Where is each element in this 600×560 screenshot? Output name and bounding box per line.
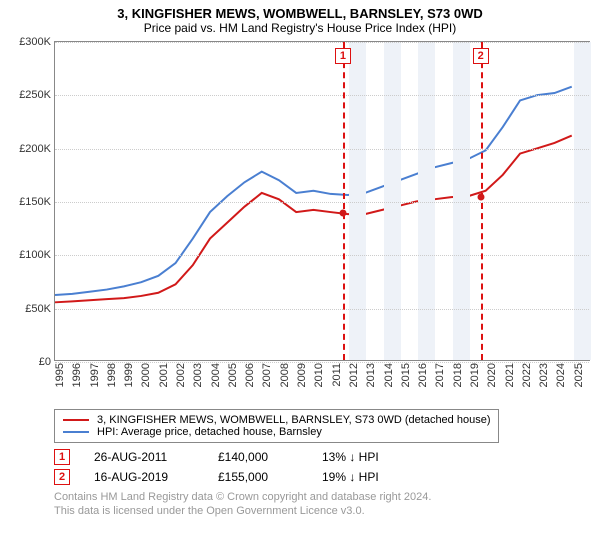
- footer: Contains HM Land Registry data © Crown c…: [54, 491, 590, 519]
- footer-line: This data is licensed under the Open Gov…: [54, 505, 590, 519]
- sale-marker-icon: 2: [54, 469, 70, 485]
- chart-subtitle: Price paid vs. HM Land Registry's House …: [10, 21, 590, 35]
- sale-row: 1 26-AUG-2011 £140,000 13% ↓ HPI: [54, 449, 590, 465]
- chart-title: 3, KINGFISHER MEWS, WOMBWELL, BARNSLEY, …: [10, 6, 590, 21]
- x-axis-labels: 1995199619971998199920002001200220032004…: [54, 361, 590, 401]
- sale-marker-icon: 1: [54, 449, 70, 465]
- chart-container: 3, KINGFISHER MEWS, WOMBWELL, BARNSLEY, …: [0, 0, 600, 560]
- sale-price: £155,000: [218, 470, 298, 484]
- legend-label-hpi: HPI: Average price, detached house, Barn…: [97, 426, 322, 438]
- legend-swatch-hpi: [63, 431, 89, 433]
- legend-row: 3, KINGFISHER MEWS, WOMBWELL, BARNSLEY, …: [63, 414, 490, 426]
- sale-delta: 13% ↓ HPI: [322, 450, 379, 464]
- sale-date: 26-AUG-2011: [94, 450, 194, 464]
- legend-row: HPI: Average price, detached house, Barn…: [63, 426, 490, 438]
- sale-date: 16-AUG-2019: [94, 470, 194, 484]
- sale-delta: 19% ↓ HPI: [322, 470, 379, 484]
- chart-plot-area: £0£50K£100K£150K£200K£250K£300K12: [54, 41, 590, 361]
- sale-price: £140,000: [218, 450, 298, 464]
- footer-line: Contains HM Land Registry data © Crown c…: [54, 491, 590, 505]
- legend: 3, KINGFISHER MEWS, WOMBWELL, BARNSLEY, …: [54, 409, 499, 443]
- legend-label-property: 3, KINGFISHER MEWS, WOMBWELL, BARNSLEY, …: [97, 414, 490, 426]
- sale-row: 2 16-AUG-2019 £155,000 19% ↓ HPI: [54, 469, 590, 485]
- legend-swatch-property: [63, 419, 89, 421]
